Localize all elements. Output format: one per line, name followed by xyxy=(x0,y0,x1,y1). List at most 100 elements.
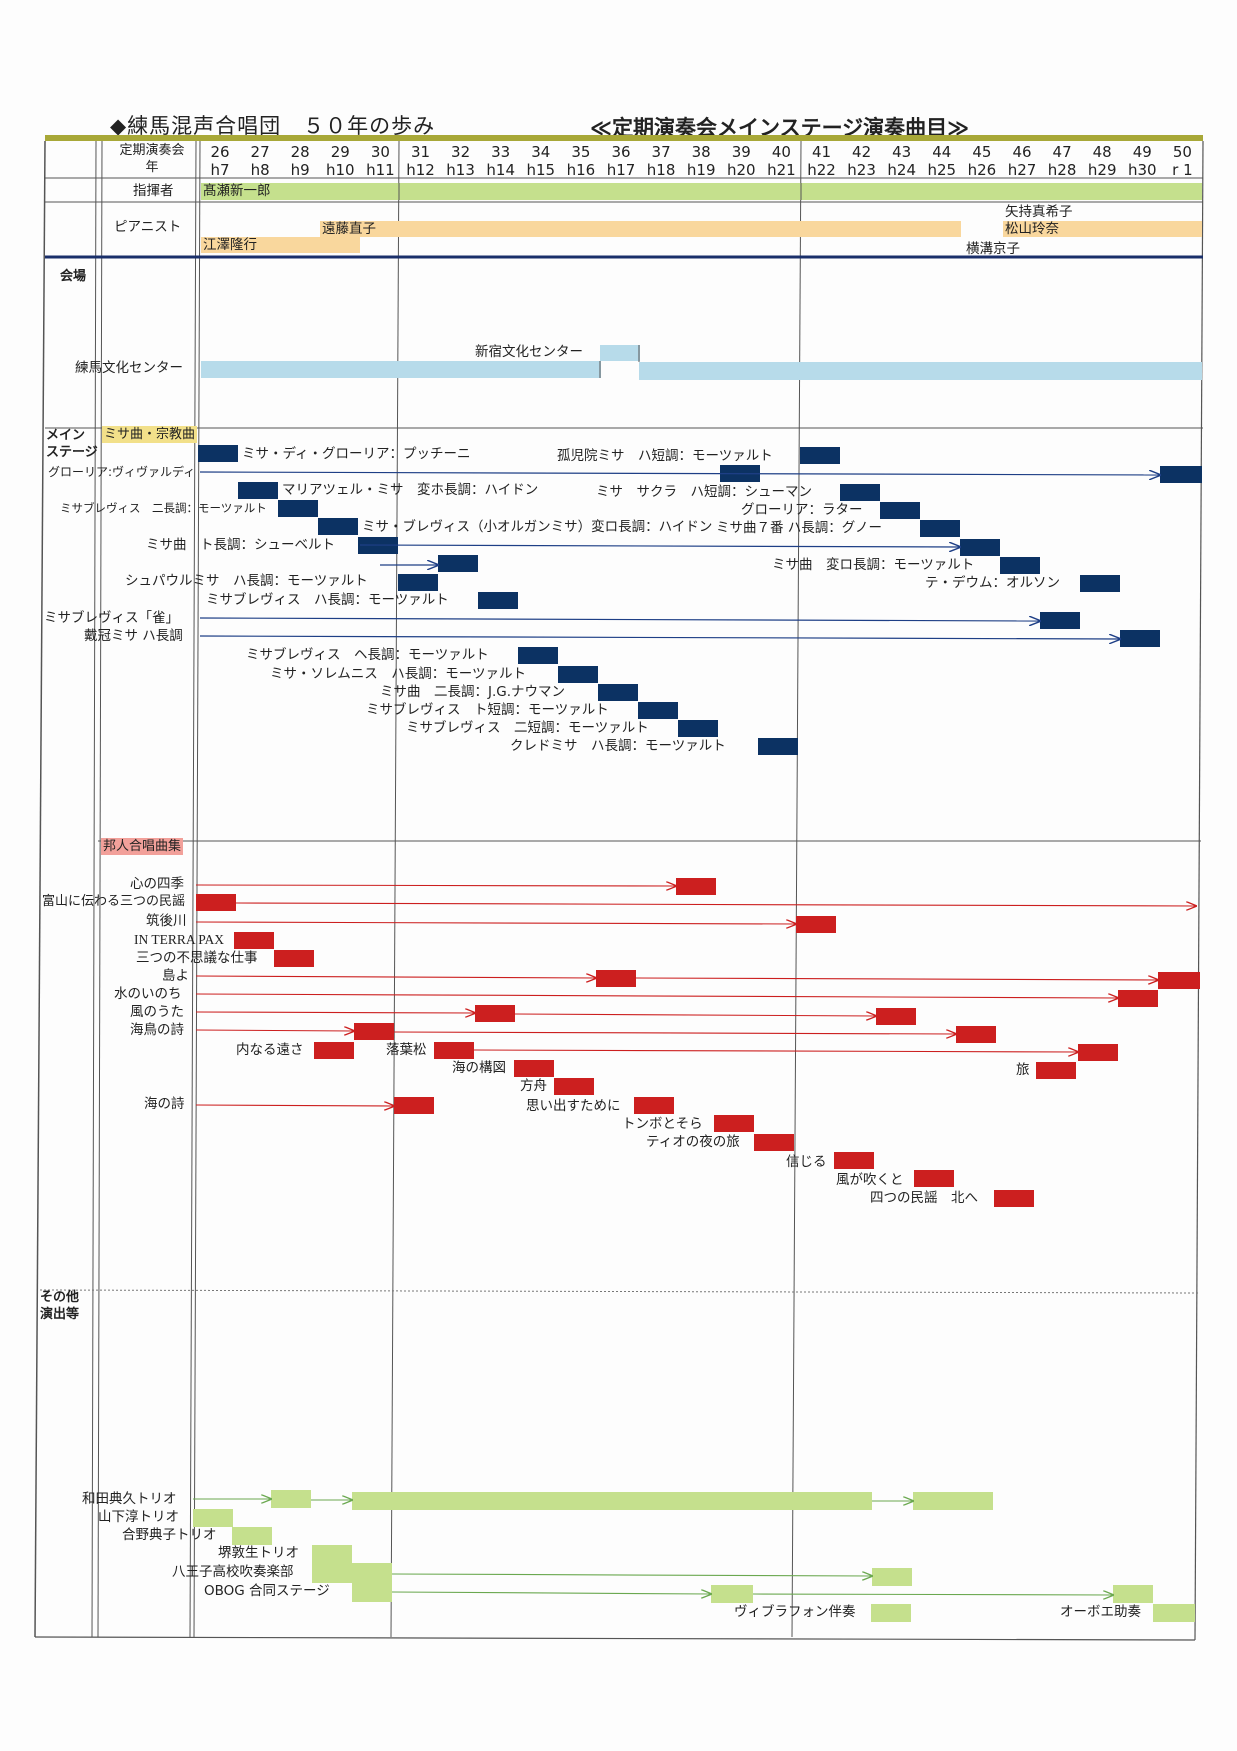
piece-waisenhaus: 孤児院ミサ ハ短調：モーツァルト xyxy=(557,448,773,464)
other-label-1: その他 xyxy=(40,1290,80,1305)
pianist-matsuyama: 松山玲奈 xyxy=(1005,221,1059,237)
year-number: 31 xyxy=(410,143,431,161)
piece-spaur: シュパウルミサ ハ長調：モーツァルト xyxy=(125,573,368,589)
piece-haydn-mariazell: マリアツェル・ミサ 変ホ長調：ハイドン xyxy=(282,482,539,498)
jp-yottsu: 四つの民謡 北へ xyxy=(870,1190,978,1206)
era-label: h7 xyxy=(210,161,230,179)
era-label: h17 xyxy=(606,161,636,179)
pianist-bar-matsuyama xyxy=(1003,221,1202,237)
jp-interrapax: IN TERRA PAX xyxy=(134,932,225,947)
year-number: 30 xyxy=(370,143,390,161)
other-yamashita: 山下淳トリオ xyxy=(98,1509,179,1525)
japanese-blocks xyxy=(196,878,1200,1207)
piece-solemnis: ミサ・ソレムニス ハ長調：モーツァルト xyxy=(270,666,526,682)
year-number: 38 xyxy=(691,143,711,161)
other-hachioji: 八王子高校吹奏楽部 xyxy=(172,1564,294,1580)
era-label: h22 xyxy=(807,161,836,179)
era-label: r 1 xyxy=(1172,161,1193,179)
pianist-yamochi: 矢持真希子 xyxy=(1005,204,1073,220)
other-oboe: オーボエ助奏 xyxy=(1060,1604,1141,1620)
jp-tonbo: トンボとそら xyxy=(622,1116,703,1132)
piece-puccini: ミサ・ディ・グローリア：プッチーニ xyxy=(242,446,471,462)
year-number: 37 xyxy=(651,143,671,161)
conductor-label: 指揮者 xyxy=(133,183,174,199)
year-number: 46 xyxy=(1012,143,1032,161)
venue-bar-shinjuku xyxy=(600,345,640,361)
year-number: 44 xyxy=(932,143,952,161)
piece-vivaldi: グローリア:ヴィヴァルディ xyxy=(48,465,196,479)
year-label: 年 xyxy=(145,160,159,175)
venue-shinjuku: 新宿文化センター xyxy=(475,344,583,360)
pianist-bar-endo xyxy=(320,221,961,237)
year-number: 32 xyxy=(451,143,471,161)
piece-coronation: 戴冠ミサ ハ長調 xyxy=(84,628,183,644)
era-label: h11 xyxy=(366,161,395,179)
jp-chikugo: 筑後川 xyxy=(146,913,187,929)
pianist-bar-ezawa xyxy=(201,237,360,253)
era-label: h24 xyxy=(887,161,916,179)
year-number: 47 xyxy=(1052,143,1072,161)
era-label: h27 xyxy=(1007,161,1037,179)
era-label: h12 xyxy=(406,161,435,179)
main-stage-label-2: ステージ xyxy=(46,445,98,460)
jp-kaze: 風のうた xyxy=(130,1004,184,1020)
pianist-endo: 遠藤直子 xyxy=(322,221,376,237)
venue-nerima: 練馬文化センター xyxy=(75,360,183,376)
piece-brevis-f: ミサブレヴィス ヘ長調：モーツァルト xyxy=(246,647,489,663)
other-obog: OBOG 合同ステージ xyxy=(204,1583,330,1599)
jp-uchinaru: 内なる遠さ xyxy=(236,1042,304,1058)
conductor-name: 髙瀬新一郎 xyxy=(203,183,271,199)
conductor-bar xyxy=(201,183,1202,200)
pianist-yokomizo: 横溝京子 xyxy=(966,241,1020,257)
year-number: 26 xyxy=(210,143,230,161)
era-label: h28 xyxy=(1047,161,1077,179)
era-label: h15 xyxy=(526,161,556,179)
other-gouno: 合野典子トリオ xyxy=(122,1527,217,1543)
year-number: 34 xyxy=(531,143,551,161)
era-label: h18 xyxy=(646,161,676,179)
year-number: 45 xyxy=(972,143,992,161)
jp-toyama: 富山に伝わる三つの民謡 xyxy=(42,894,186,909)
era-label: h13 xyxy=(446,161,475,179)
era-label: h19 xyxy=(686,161,716,179)
piece-brevis-c: ミサブレヴィス ハ長調：モーツァルト xyxy=(206,592,449,608)
year-number: 28 xyxy=(290,143,310,161)
year-number: 40 xyxy=(771,143,791,161)
era-label: h9 xyxy=(290,161,310,179)
year-number: 33 xyxy=(491,143,511,161)
piece-sparrow: ミサブレヴィス「雀」 xyxy=(44,610,179,626)
jp-mittsu: 三つの不思議な仕事 xyxy=(136,950,258,966)
jp-tio: ティオの夜の旅 xyxy=(646,1134,740,1150)
piece-mozart-bflat: ミサ曲 変ロ長調：モーツァルト xyxy=(772,557,975,573)
piece-brevis-g: ミサブレヴィス ト短調：モーツァルト xyxy=(366,702,609,718)
other-vibraphone: ヴィブラフォン伴奏 xyxy=(734,1604,856,1620)
jp-kazegafuku: 風が吹くと xyxy=(836,1172,904,1188)
era-label: h10 xyxy=(326,161,355,179)
year-number: 39 xyxy=(731,143,751,161)
piece-haydn-brevis: ミサ・ブレヴィス（小オルガンミサ）変ロ長調：ハイドン xyxy=(362,519,713,535)
jp-shinjiru: 信じる xyxy=(786,1154,827,1170)
jp-umidori: 海鳥の詩 xyxy=(130,1022,184,1038)
other-label-2: 演出等 xyxy=(40,1307,80,1322)
year-number: 50 xyxy=(1172,143,1192,161)
pianist-label: ピアニスト xyxy=(114,219,182,235)
page-title: ◆練馬混声合唱団 ５０年の歩み xyxy=(110,114,436,138)
main-stage-label-1: メイン xyxy=(46,428,86,443)
year-number: 48 xyxy=(1092,143,1112,161)
other-sakai: 堺敦生トリオ xyxy=(218,1545,299,1561)
era-label: h21 xyxy=(767,161,796,179)
era-label: h8 xyxy=(250,161,270,179)
pianist-ezawa: 江澤隆行 xyxy=(203,237,257,253)
venue-bar-2 xyxy=(639,362,1202,380)
era-label: h25 xyxy=(927,161,957,179)
era-label: h14 xyxy=(486,161,515,179)
year-number: 36 xyxy=(611,143,631,161)
piece-schubert: ミサ曲 ト長調：シューベルト xyxy=(146,537,335,553)
japanese-category: 邦人合唱曲集 xyxy=(101,838,184,855)
piece-schumann: ミサ サクラ ハ短調：シューマン xyxy=(596,484,812,500)
jp-tabi: 旅 xyxy=(1016,1062,1030,1078)
year-number: 43 xyxy=(892,143,912,161)
era-label: h26 xyxy=(967,161,997,179)
